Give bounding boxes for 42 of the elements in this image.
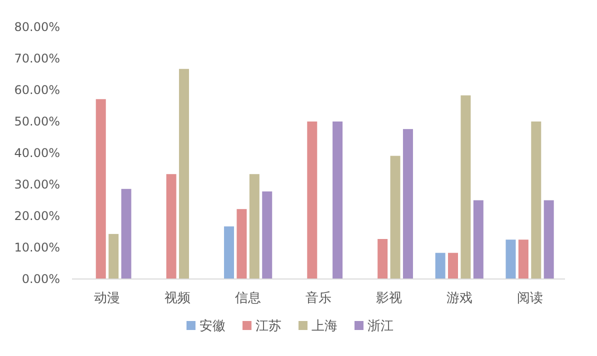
y-tick-label: 0.00% [22, 272, 60, 286]
bar [121, 188, 132, 279]
y-tick-label: 80.00% [14, 20, 60, 34]
y-tick-label: 10.00% [14, 240, 60, 254]
bar [531, 122, 542, 279]
bar [448, 252, 458, 279]
legend-label: 安徽 [200, 318, 226, 334]
bar [96, 99, 106, 279]
bar [108, 234, 119, 279]
bar [473, 200, 484, 279]
legend-label: 浙江 [368, 319, 394, 334]
y-tick-label: 20.00% [14, 209, 60, 223]
x-tick-label: 影视 [376, 291, 402, 306]
bar [435, 252, 446, 279]
x-tick-label: 动漫 [94, 291, 120, 306]
bar [460, 95, 471, 279]
x-tick-label: 游戏 [446, 291, 472, 306]
bar [178, 68, 189, 279]
bar [166, 174, 176, 279]
bar [390, 156, 400, 279]
bar [307, 122, 318, 279]
x-tick-label: 视频 [164, 291, 191, 306]
bar [224, 226, 234, 279]
y-tick-label: 50.00% [14, 114, 60, 128]
bar [518, 240, 528, 279]
legend-label: 江苏 [256, 319, 282, 334]
x-tick-label: 阅读 [516, 291, 543, 306]
bar [262, 191, 272, 279]
bar [506, 240, 516, 279]
x-tick-label: 音乐 [306, 291, 332, 306]
bar [332, 122, 343, 279]
legend-label: 上海 [312, 319, 338, 334]
bar [544, 200, 554, 279]
bar [402, 129, 413, 279]
x-tick-label: 信息 [235, 291, 262, 306]
y-tick-label: 40.00% [14, 146, 60, 160]
y-tick-label: 60.00% [14, 83, 60, 97]
y-tick-label: 30.00% [14, 178, 60, 192]
y-tick-label: 70.00% [14, 52, 60, 66]
bar [236, 209, 247, 279]
bar [249, 174, 260, 279]
bar [378, 238, 388, 279]
